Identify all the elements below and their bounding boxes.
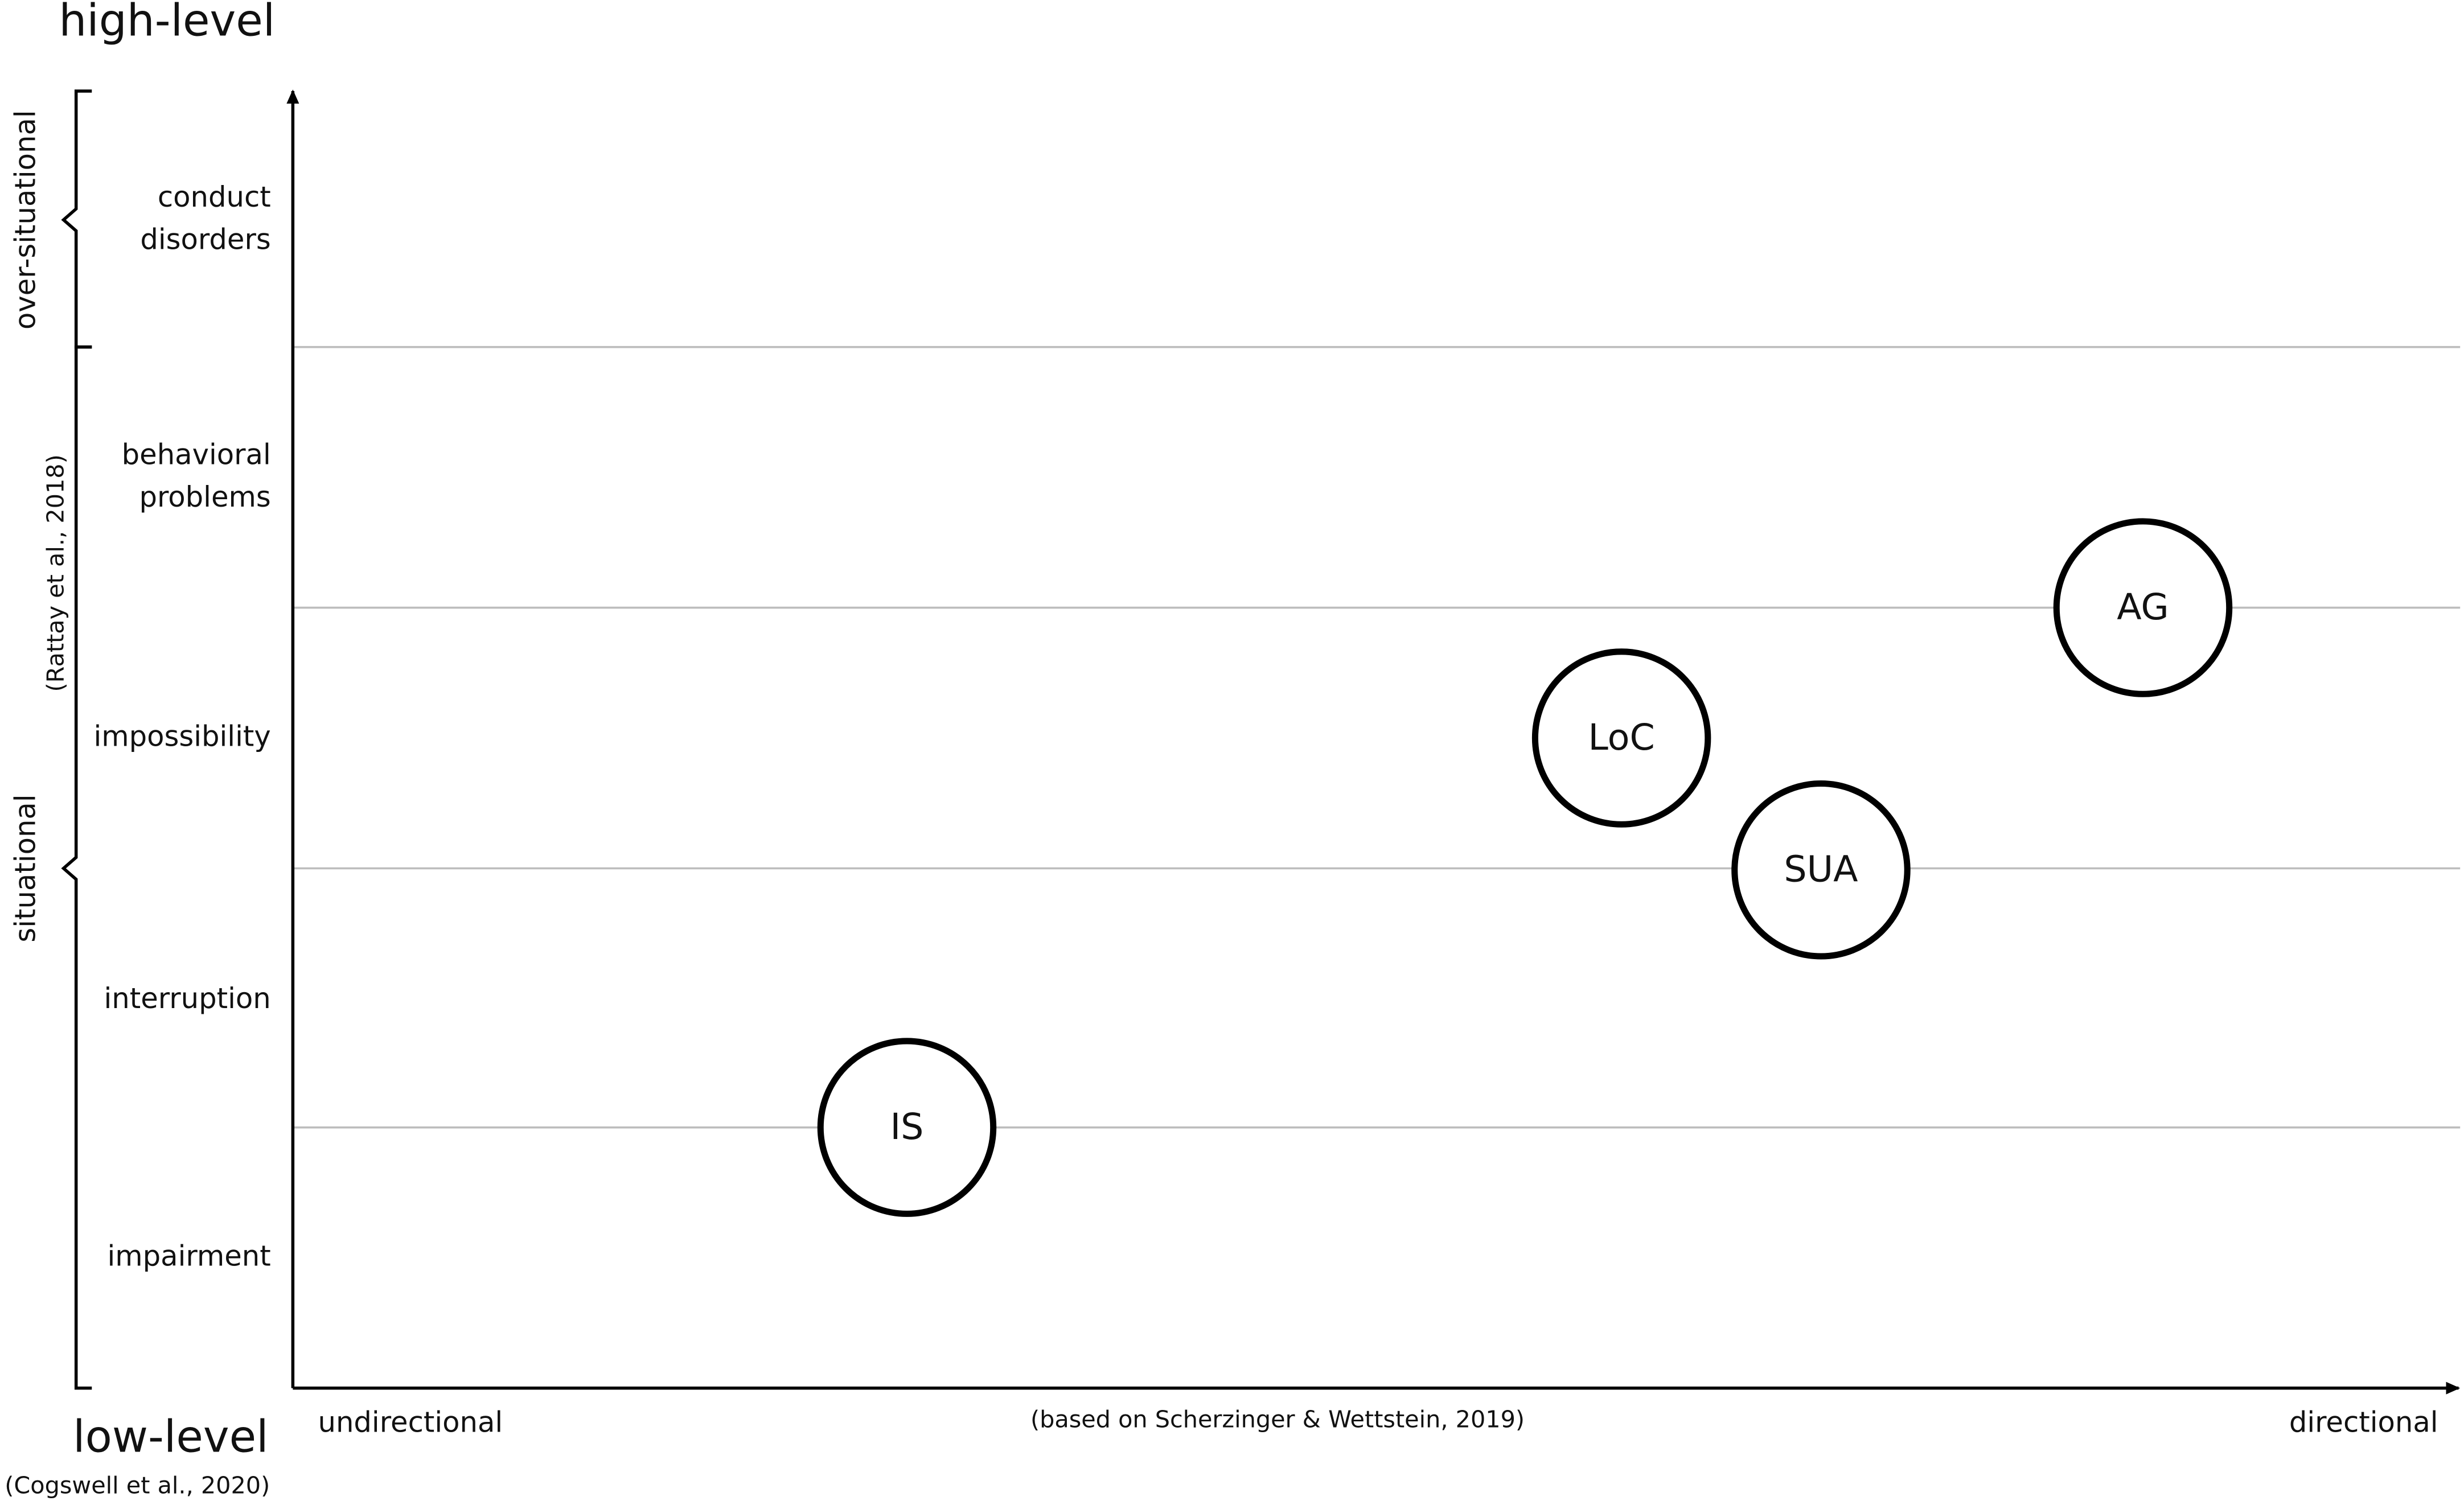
node: AG xyxy=(2053,518,2233,697)
level-label: behavioral problems xyxy=(122,438,271,513)
level-label: impairment xyxy=(108,1239,271,1272)
source: (based on Scherzinger & Wettstein, 2019) xyxy=(1030,1406,1525,1433)
levels: conduct disorders behavioral problems imposs… xyxy=(93,180,270,1272)
group-label: situational xyxy=(9,794,42,942)
bracket xyxy=(61,89,92,349)
node-circle xyxy=(1731,780,1911,960)
source: (Rattay et al., 2018) xyxy=(42,454,69,692)
grid xyxy=(293,346,2461,1129)
level-label: interruption xyxy=(104,982,270,1015)
bracket xyxy=(61,345,92,1390)
source: (Cogswell et al., 2020) xyxy=(5,1471,270,1499)
node: LoC xyxy=(1531,648,1711,828)
level-label: impossibility xyxy=(93,719,270,753)
top-label: high-level xyxy=(59,0,275,46)
level-label: conduct disorders xyxy=(140,180,270,255)
node: SUA xyxy=(1731,780,1911,960)
node-circle xyxy=(2053,518,2233,697)
node-label: IS xyxy=(890,1105,923,1148)
node-label: AG xyxy=(2117,586,2169,628)
node-circle xyxy=(817,1038,997,1217)
node-circle xyxy=(1531,648,1711,828)
x-label: directional xyxy=(2289,1406,2438,1439)
node: IS xyxy=(817,1038,997,1217)
node-label: LoC xyxy=(1588,716,1654,758)
bottom-label: low-level xyxy=(73,1412,268,1463)
group-label: over-situational xyxy=(9,110,42,330)
node-label: SUA xyxy=(1784,848,1858,890)
x-label: undirectional xyxy=(318,1406,503,1439)
